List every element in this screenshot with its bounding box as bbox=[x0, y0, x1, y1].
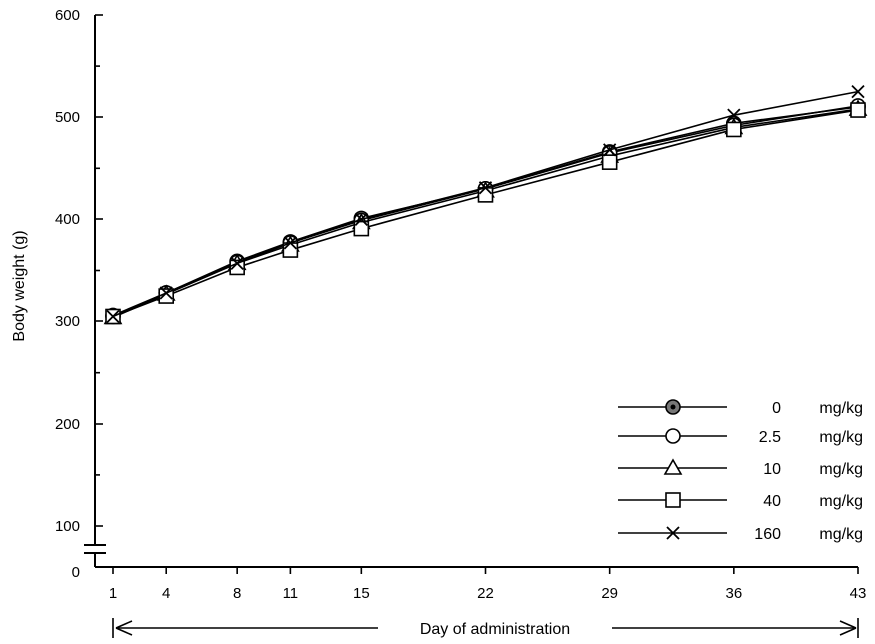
legend-item: 40 mg/kg bbox=[618, 492, 863, 510]
series-line-0-mgkg bbox=[112, 106, 859, 318]
legend: 0 mg/kg 2.5 mg/kg 10 mg/kg 40 mg/kg 160 mg/kg bbox=[618, 399, 863, 543]
legend-item: 0 mg/kg bbox=[618, 399, 863, 417]
y-tick-label: 300 bbox=[55, 313, 80, 330]
legend-dose: 0 bbox=[772, 400, 781, 417]
y-tick-label: 400 bbox=[55, 211, 80, 228]
legend-item: 160 mg/kg bbox=[618, 526, 863, 543]
legend-item: 10 mg/kg bbox=[618, 458, 863, 478]
legend-marker bbox=[665, 399, 681, 415]
data-point-160-mgkg bbox=[159, 286, 173, 300]
x-tick-label: 29 bbox=[601, 585, 618, 602]
series-line-10-mgkg bbox=[112, 108, 859, 319]
y-axis-ticks: 0 100 200 300 400 500 600 bbox=[55, 7, 103, 581]
legend-unit: mg/kg bbox=[819, 429, 863, 446]
x-axis-arrow-left-head bbox=[115, 620, 133, 636]
x-tick-label: 43 bbox=[850, 585, 867, 602]
y-tick-label: 200 bbox=[55, 416, 80, 433]
legend-marker bbox=[663, 458, 683, 475]
x-axis-arrow-right-head bbox=[839, 620, 857, 636]
legend-dose: 10 bbox=[763, 461, 781, 478]
data-point-160-mgkg bbox=[727, 108, 741, 122]
y-tick-label: 100 bbox=[55, 518, 80, 535]
data-point-160-mgkg bbox=[106, 309, 120, 324]
x-tick-label: 8 bbox=[233, 585, 241, 602]
data-point-40-mgkg bbox=[601, 154, 618, 170]
data-point-160-mgkg bbox=[230, 256, 244, 270]
series-line-40-mgkg bbox=[112, 109, 859, 318]
data-point-40-mgkg bbox=[353, 220, 370, 237]
legend-unit: mg/kg bbox=[819, 461, 863, 478]
x-tick-label: 15 bbox=[353, 585, 370, 602]
y-tick-label: 500 bbox=[55, 109, 80, 126]
x-tick-label: 22 bbox=[477, 585, 494, 602]
legend-unit: mg/kg bbox=[819, 526, 863, 543]
legend-dose: 40 bbox=[763, 493, 781, 510]
x-tick-label: 11 bbox=[283, 585, 299, 602]
legend-item: 2.5 mg/kg bbox=[618, 428, 863, 446]
x-tick-label: 36 bbox=[725, 585, 742, 602]
series-layer bbox=[103, 85, 868, 325]
y-tick-label: 600 bbox=[55, 7, 80, 24]
legend-marker bbox=[665, 492, 681, 508]
data-point-40-mgkg bbox=[229, 259, 245, 276]
x-tick-label: 4 bbox=[162, 585, 170, 602]
data-point-160-mgkg bbox=[851, 85, 865, 99]
x-axis-ticks: 1 4 8 11 15 22 29 36 43 bbox=[109, 567, 867, 602]
legend-marker bbox=[666, 526, 680, 540]
legend-unit: mg/kg bbox=[819, 400, 863, 417]
data-point-160-mgkg bbox=[354, 212, 368, 227]
data-point-40-mgkg bbox=[850, 102, 866, 118]
x-axis-title-group: Day of administration bbox=[112, 618, 859, 638]
data-point-40-mgkg bbox=[726, 121, 742, 138]
legend-dose: 160 bbox=[754, 526, 781, 543]
y-axis-title: Body weight (g) bbox=[11, 230, 28, 341]
legend-unit: mg/kg bbox=[819, 493, 863, 510]
y-tick-label: 0 bbox=[72, 564, 80, 581]
data-point-40-mgkg bbox=[477, 187, 494, 203]
data-point-160-mgkg bbox=[603, 143, 617, 157]
legend-dose: 2.5 bbox=[759, 429, 781, 446]
data-point-160-mgkg bbox=[478, 181, 493, 195]
data-point-160-mgkg bbox=[283, 236, 298, 250]
x-tick-label: 1 bbox=[109, 585, 117, 602]
axes bbox=[84, 15, 858, 568]
legend-marker bbox=[665, 428, 681, 444]
x-axis-title: Day of administration bbox=[420, 621, 570, 638]
series-line-2.5-mgkg bbox=[112, 105, 859, 317]
